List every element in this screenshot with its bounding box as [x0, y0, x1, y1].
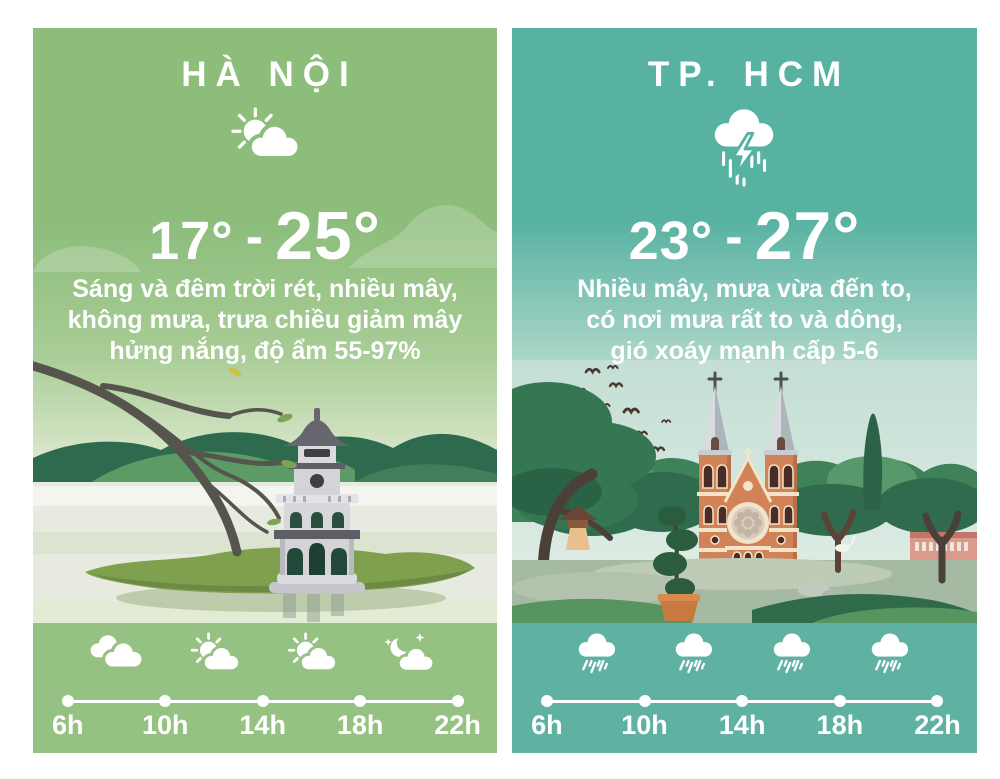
rain-icon: [567, 633, 625, 677]
forecast-description: Nhiều mây, mưa vừa đến to, có nơi mưa rấ…: [577, 275, 912, 365]
time-label: 6h: [52, 710, 84, 740]
hcm-hourly-forecast: 6h 10h 14h 18h 22h: [512, 623, 977, 753]
moon-cloud-icon: [380, 633, 438, 677]
time-label: 6h: [531, 710, 563, 740]
hanoi-header: HÀ NỘI 17° - 25° Sáng: [33, 28, 497, 365]
turtle-tower: [269, 408, 365, 593]
temperature-range: 17° - 25°: [33, 197, 497, 274]
time-label: 10h: [141, 710, 189, 740]
notre-dame-cathedral-illustration: [512, 360, 977, 623]
timeline-dot: [256, 695, 269, 707]
thunderstorm-icon: [512, 108, 977, 187]
cloudy-icon: [88, 633, 146, 673]
time-label: 18h: [336, 710, 384, 740]
temp-low: 17°: [149, 211, 234, 271]
hcm-panel: TP. HCM 23° - 27° N: [512, 28, 977, 753]
rain-icon: [664, 633, 722, 677]
time-label: 22h: [914, 710, 961, 740]
time-label: 18h: [816, 710, 864, 740]
timeline-dot: [540, 695, 553, 707]
forecast-description: Sáng và đêm trời rét, nhiều mây, không m…: [67, 275, 463, 365]
egret: [835, 535, 855, 552]
hanoi-panel: HÀ NỘI 17° - 25° Sáng: [33, 28, 497, 753]
temp-high: 27°: [754, 198, 861, 274]
pavilion: [558, 506, 598, 550]
temp-separator: -: [725, 208, 743, 266]
rain-icon: [762, 633, 820, 677]
timeline-dot: [354, 695, 367, 707]
timeline-dot: [61, 695, 74, 707]
timeline-dot: [159, 695, 172, 707]
city-title: HÀ NỘI: [181, 55, 358, 94]
time-label: 10h: [621, 710, 668, 740]
potted-plant: [653, 506, 700, 621]
temp-separator: -: [245, 208, 264, 266]
bare-branch: [33, 361, 286, 557]
time-label: 14h: [718, 710, 766, 740]
hanoi-hourly-forecast: 6h 10h 14h 18h 22h: [33, 623, 497, 753]
timeline-dot: [931, 695, 944, 707]
temperature-range: 23° - 27°: [512, 197, 977, 274]
temp-low: 23°: [628, 211, 714, 271]
timeline-dot: [833, 695, 846, 707]
time-label: 22h: [434, 710, 481, 740]
sun-cloud-icon: [282, 632, 340, 677]
big-tree: [512, 382, 656, 623]
rain-icon: [860, 633, 918, 677]
city-title: TP. HCM: [647, 55, 851, 94]
time-label: 14h: [239, 710, 286, 740]
hcm-header: TP. HCM 23° - 27° N: [512, 28, 977, 365]
timeline-dot: [451, 695, 464, 707]
turtle-tower-illustration: [33, 360, 497, 623]
temp-high: 25°: [275, 198, 381, 274]
partly-sunny-icon: [33, 107, 497, 170]
timeline-dot: [638, 695, 651, 707]
timeline-dot: [736, 695, 749, 707]
sun-cloud-icon: [185, 632, 243, 677]
